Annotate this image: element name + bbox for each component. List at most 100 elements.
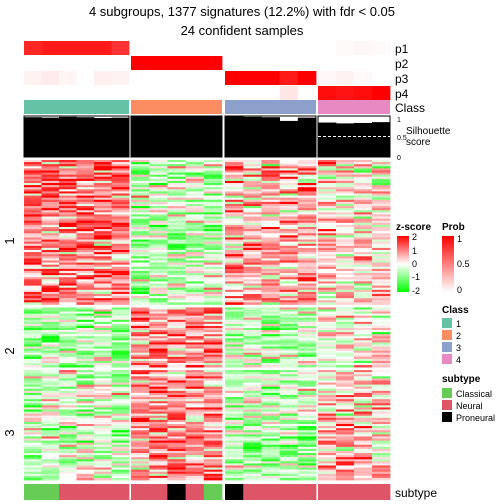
heatmap-cell [279, 386, 299, 390]
heatmap-cell [94, 273, 112, 276]
heatmap-cell [203, 216, 223, 220]
heatmap-cell [297, 346, 317, 349]
heatmap-cell [59, 210, 77, 213]
heatmap-cell [372, 245, 391, 249]
heatmap-cell [243, 229, 262, 232]
heatmap-cell [372, 372, 391, 375]
heatmap-cell [111, 285, 130, 289]
heatmap-cell [225, 164, 244, 167]
heatmap-cell [372, 174, 391, 178]
heatmap-cell [131, 160, 150, 163]
heatmap-cell [41, 229, 60, 232]
heatmap-cell [94, 247, 112, 251]
heatmap-cell [261, 403, 280, 406]
heatmap-cell [185, 300, 205, 303]
heatmap-cell [76, 216, 95, 220]
heatmap-cell [111, 189, 130, 192]
heatmap-cell [318, 231, 337, 234]
heatmap-cell [261, 277, 280, 280]
heatmap-cell [372, 453, 391, 456]
heatmap-cell [41, 434, 60, 437]
heatmap-cell [261, 463, 280, 466]
heatmap-cell [261, 473, 280, 477]
heatmap-cell [76, 289, 95, 293]
heatmap-cell [94, 237, 112, 240]
heatmap-cell [24, 160, 42, 163]
prob-cell-p4 [111, 86, 130, 100]
heatmap-cell [131, 397, 150, 400]
heatmap-cell [59, 432, 77, 435]
heatmap-cell [111, 208, 130, 211]
heatmap-cell [24, 378, 42, 381]
heatmap-cell [336, 222, 355, 226]
heatmap-cell [261, 382, 280, 386]
heatmap-cell [41, 241, 60, 245]
heatmap-cell [318, 477, 337, 481]
heatmap-cell [297, 270, 317, 274]
heatmap-cell [149, 446, 168, 450]
heatmap-cell [297, 281, 317, 284]
heatmap-cell [261, 296, 280, 299]
heatmap-cell [185, 224, 205, 228]
heatmap-cell [318, 174, 337, 178]
heatmap-cell [279, 424, 299, 427]
heatmap-cell [59, 224, 77, 228]
heatmap-cell [131, 430, 150, 433]
heatmap-cell [131, 285, 150, 289]
heatmap-cell [111, 386, 130, 390]
heatmap-cell [225, 187, 244, 190]
heatmap-cell [243, 281, 262, 284]
heatmap-cell [76, 170, 95, 173]
heatmap-cell [372, 296, 391, 299]
heatmap-cell [76, 461, 95, 464]
heatmap-cell [41, 313, 60, 317]
heatmap-cell [111, 477, 130, 481]
prob-cell-p4 [149, 86, 168, 100]
heatmap-cell [203, 178, 223, 182]
prob-cell-p4 [336, 86, 355, 100]
heatmap-cell [185, 162, 205, 165]
heatmap-cell [94, 426, 112, 429]
heatmap-cell [318, 465, 337, 468]
heatmap-cell [59, 336, 77, 339]
heatmap-cell [354, 419, 373, 423]
heatmap-cell [336, 380, 355, 383]
heatmap-cell [131, 203, 150, 207]
subtype-row-label: subtype [395, 486, 437, 500]
heatmap-cell [318, 180, 337, 184]
heatmap-cell [261, 457, 280, 460]
heatmap-cell [167, 390, 186, 394]
heatmap-cell [185, 203, 205, 207]
heatmap-cell [185, 378, 205, 381]
heatmap-cell [131, 309, 150, 312]
heatmap-cell [41, 399, 60, 402]
heatmap-cell [59, 243, 77, 247]
heatmap-cell [149, 428, 168, 431]
heatmap-cell [203, 380, 223, 383]
heatmap-cell [41, 203, 60, 207]
heatmap-cell [167, 382, 186, 386]
heatmap-cell [41, 332, 60, 335]
heatmap-cell [297, 392, 317, 396]
heatmap-cell [59, 309, 77, 312]
heatmap-cell [185, 293, 205, 297]
heatmap-cell [111, 298, 130, 301]
heatmap-cell [243, 392, 262, 396]
heatmap-cell [59, 176, 77, 180]
heatmap-cell [149, 386, 168, 390]
subtype-cell [111, 484, 130, 500]
heatmap-cell [225, 469, 244, 473]
heatmap-cell [59, 411, 77, 415]
heatmap-cell [94, 321, 112, 325]
heatmap-cell [354, 356, 373, 360]
heatmap-cell [59, 172, 77, 176]
heatmap-cell [185, 469, 205, 473]
heatmap-cell [336, 321, 355, 325]
heatmap-cell [225, 465, 244, 468]
prob-cell-p2 [372, 56, 391, 70]
heatmap-cell [297, 334, 317, 337]
heatmap-cell [336, 436, 355, 439]
heatmap-cell [318, 245, 337, 249]
heatmap-cell [336, 403, 355, 406]
heatmap-cell [279, 332, 299, 335]
